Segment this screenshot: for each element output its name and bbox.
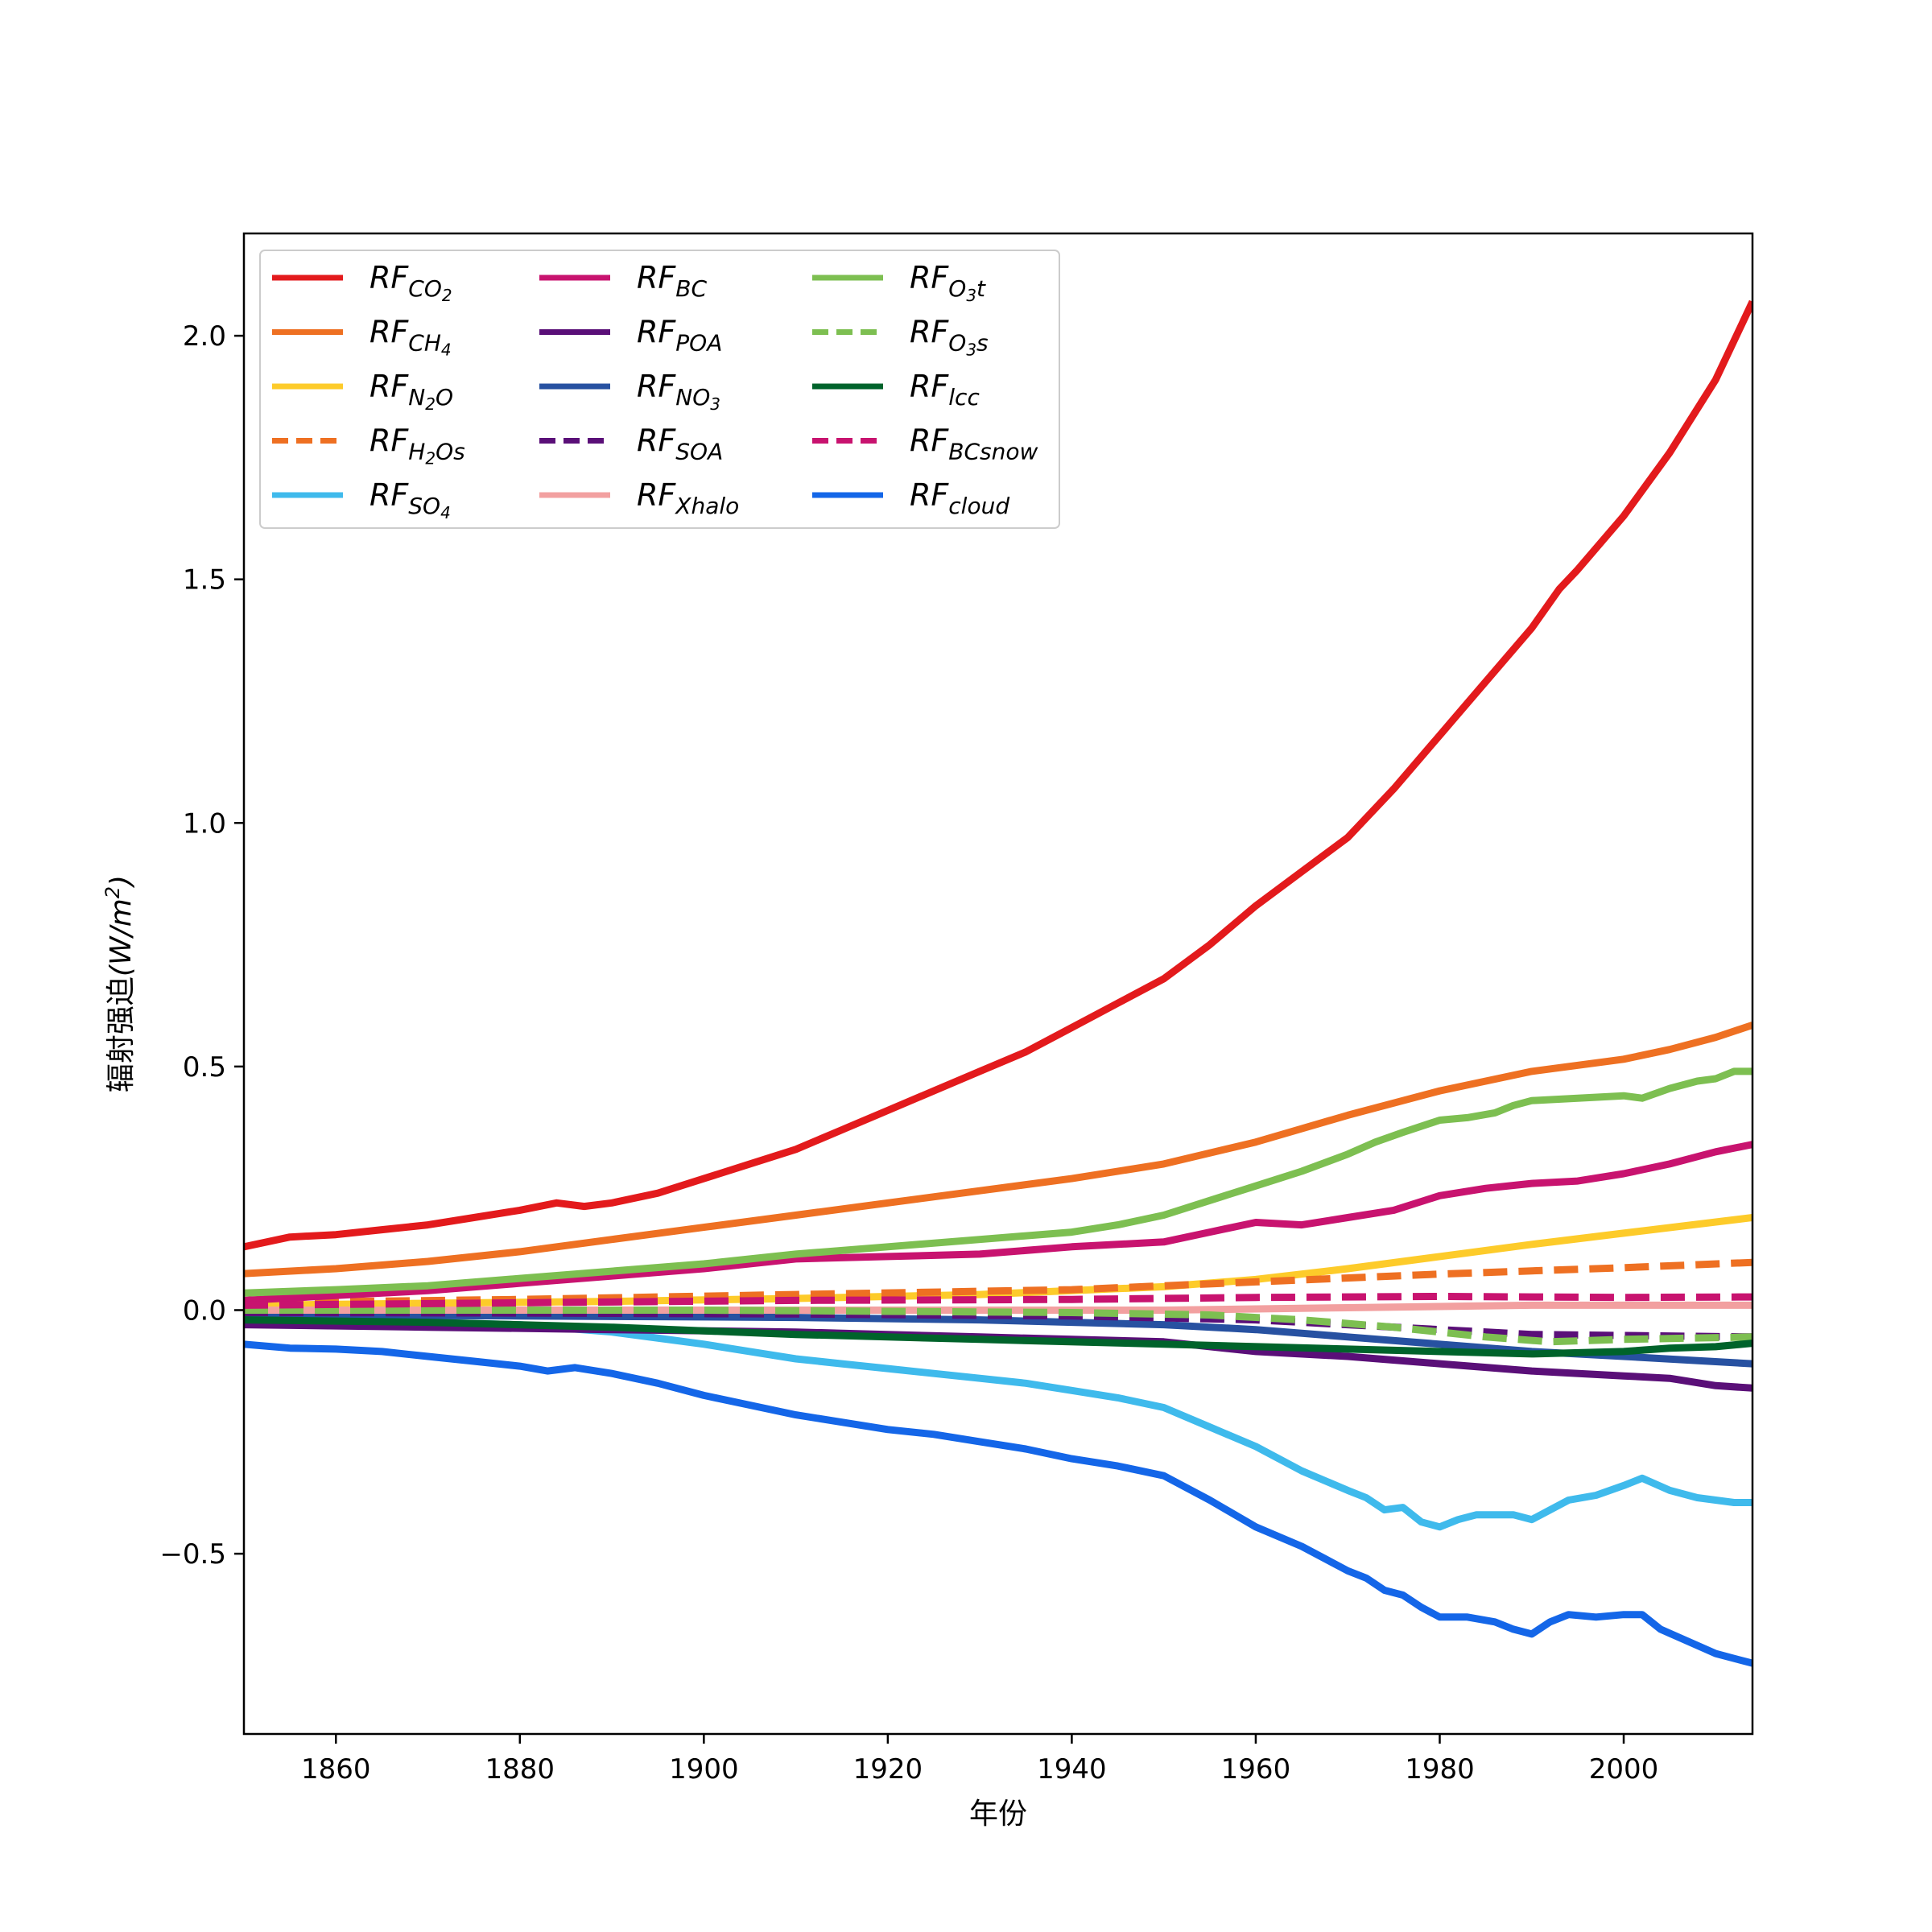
legend-item-no3: RFNO3: [539, 369, 720, 414]
x-axis-label: 年份: [969, 1798, 1027, 1831]
legend-label-poa: RFPOA: [637, 315, 722, 357]
legend-label-n2o: RFN2O: [369, 369, 453, 414]
legend-item-n2o: RFN2O: [272, 369, 453, 414]
y-tick-label: 2.0: [183, 320, 226, 353]
y-axis-label: 辐射强迫(W/m2): [101, 875, 138, 1092]
x-tick-label: 1860: [301, 1753, 371, 1785]
y-axis-label-main: 辐射强迫: [105, 976, 138, 1092]
series-line-so4: [244, 1316, 1752, 1531]
legend-label-so4: RFSO4: [369, 477, 451, 522]
legend-label-bc: RFBC: [637, 260, 707, 302]
y-tick-label: 1.0: [183, 807, 226, 840]
legend-label-no3: RFNO3: [637, 369, 720, 414]
legend-item-poa: RFPOA: [539, 315, 722, 357]
legend-item-lcc: RFlcc: [812, 369, 980, 411]
legend-label-h2os: RFH2Os: [369, 423, 465, 469]
series-line-bc: [244, 1141, 1752, 1304]
legend-item-o3s: RFO3s: [812, 315, 989, 360]
series-layer: [244, 299, 1752, 1667]
series-line-lcc: [244, 1316, 1752, 1358]
y-tick-label: 0.0: [183, 1294, 226, 1327]
series-line-soa: [244, 1309, 1752, 1341]
x-axis: 1860 1880 1900 1920 1940 1960 1980 2000: [301, 1734, 1658, 1785]
legend-label-o3s: RFO3s: [910, 315, 989, 360]
legend-label-co2: RFCO2: [369, 260, 452, 305]
legend-item-ch4: RFCH4: [272, 315, 452, 360]
legend-entries: RFCO2 RFCH4 RFN2O RFH2Os RFSO4 RFBC RFPOA RFNO3…: [272, 260, 1038, 522]
y-tick-label: 1.5: [183, 564, 226, 597]
legend-item-o3t: RFO3t: [812, 260, 986, 305]
legend-label-lcc: RFlcc: [910, 369, 980, 411]
legend-label-bcsnow: RFBCsnow: [910, 423, 1038, 465]
x-tick-label: 2000: [1589, 1753, 1659, 1785]
series-line-bcsnow: [244, 1293, 1752, 1309]
legend-item-xhalo: RFXhalo: [539, 477, 739, 519]
series-line-co2: [244, 299, 1752, 1251]
legend-item-so4: RFSO4: [272, 477, 451, 522]
legend-item-soa: RFSOA: [539, 423, 723, 465]
legend-label-o3t: RFO3t: [910, 260, 986, 305]
x-tick-label: 1900: [669, 1753, 739, 1785]
legend-frame: [259, 250, 1060, 529]
x-tick-label: 1960: [1221, 1753, 1291, 1785]
plot-frame: [242, 232, 1754, 1736]
x-tick-label: 1980: [1405, 1753, 1475, 1785]
legend-label-ch4: RFCH4: [369, 315, 452, 360]
series-line-o3t: [244, 1067, 1752, 1297]
y-axis-label-unit: (W/m: [105, 898, 138, 976]
y-axis-label-close: ): [105, 875, 138, 889]
legend-label-soa: RFSOA: [637, 423, 723, 465]
y-axis: −0.5 0.0 0.5 1.0 1.5 2.0: [159, 320, 244, 1571]
legend: RFCO2 RFCH4 RFN2O RFH2Os RFSO4 RFBC RFPOA RFNO3…: [259, 250, 1060, 529]
legend-item-h2os: RFH2Os: [272, 423, 465, 469]
series-line-cloud: [244, 1340, 1752, 1667]
legend-label-xhalo: RFXhalo: [637, 477, 739, 519]
y-tick-label: −0.5: [159, 1538, 226, 1571]
legend-item-cloud: RFcloud: [812, 477, 1009, 519]
x-tick-label: 1880: [485, 1753, 555, 1785]
series-line-ch4: [244, 1022, 1752, 1278]
series-line-o3s: [244, 1307, 1752, 1346]
y-axis-label-sup: 2: [101, 886, 124, 898]
legend-item-bcsnow: RFBCsnow: [812, 423, 1038, 465]
legend-label-cloud: RFcloud: [910, 477, 1009, 519]
series-line-h2os: [244, 1258, 1752, 1307]
legend-item-co2: RFCO2: [272, 260, 452, 305]
legend-item-bc: RFBC: [539, 260, 707, 302]
x-tick-label: 1940: [1037, 1753, 1107, 1785]
x-tick-label: 1920: [853, 1753, 923, 1785]
y-tick-label: 0.5: [183, 1051, 226, 1084]
